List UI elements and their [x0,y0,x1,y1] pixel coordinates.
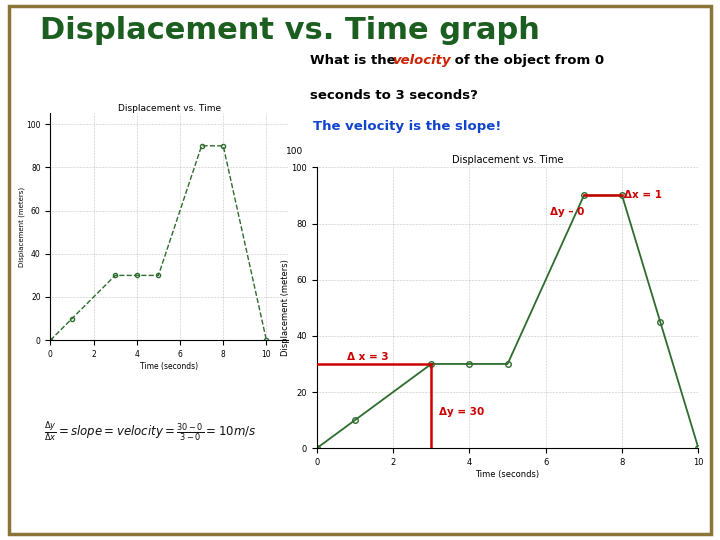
Text: 100: 100 [287,147,304,156]
Text: velocity: velocity [392,54,451,67]
X-axis label: Time (seconds): Time (seconds) [475,470,540,478]
Text: The velocity is the slope!: The velocity is the slope! [312,120,501,133]
Title: Displacement vs. Time: Displacement vs. Time [117,104,221,113]
Text: What is the: What is the [310,54,400,67]
Y-axis label: Displacement (meters): Displacement (meters) [18,187,24,267]
Text: of the object from 0: of the object from 0 [450,54,604,67]
Text: Δy = 30: Δy = 30 [439,407,484,416]
Y-axis label: Displacement (meters): Displacement (meters) [281,259,290,356]
Text: $\frac{\Delta y}{\Delta x} = slope = velocity = \frac{30-0}{3-0} = 10m/s$: $\frac{\Delta y}{\Delta x} = slope = vel… [44,419,256,443]
Title: Displacement vs. Time: Displacement vs. Time [452,155,563,165]
Text: Δ x = 3: Δ x = 3 [347,352,389,362]
Text: Δy – 0: Δy – 0 [549,207,584,217]
X-axis label: Time (seconds): Time (seconds) [140,362,198,370]
Text: seconds to 3 seconds?: seconds to 3 seconds? [310,89,477,102]
Text: Displacement vs. Time graph: Displacement vs. Time graph [40,16,539,45]
Text: Δx = 1: Δx = 1 [624,190,662,200]
